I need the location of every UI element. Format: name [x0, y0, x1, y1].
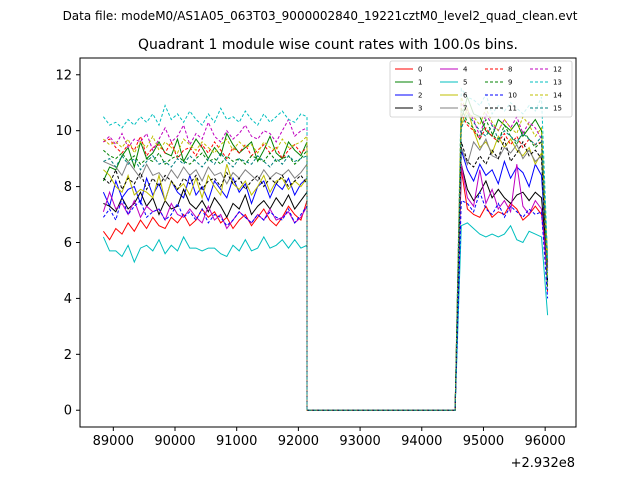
x-tick-label: 92000 [278, 434, 319, 449]
legend-label-12: 12 [553, 66, 562, 74]
x-tick-label: 89000 [93, 434, 134, 449]
axes: 89000 90000 91000 92000 93000 94000 95000 96000… [55, 68, 565, 449]
legend-label-7: 7 [463, 105, 467, 113]
series-line-11 [103, 137, 549, 411]
legend-label-8: 8 [508, 66, 512, 74]
y-tick-label: 4 [64, 292, 72, 307]
legend-label-4: 4 [463, 66, 468, 74]
series-line-9 [103, 108, 549, 411]
legend-box [389, 60, 573, 118]
y-tick-label: 6 [64, 236, 72, 251]
legend-label-6: 6 [463, 92, 468, 100]
x-tick-label: 94000 [401, 434, 442, 449]
series-line-3 [103, 164, 549, 411]
legend-label-0: 0 [418, 66, 422, 74]
series-line-5 [102, 222, 549, 411]
y-tick-label: 10 [55, 124, 72, 139]
legend-label-1: 1 [418, 79, 422, 87]
series-line-12 [103, 101, 549, 411]
x-tick-label: 90000 [154, 434, 195, 449]
legend-label-9: 9 [508, 79, 512, 87]
series-line-7 [103, 137, 549, 411]
chart-title: Quadrant 1 module wise count rates with … [138, 37, 518, 53]
legend-label-13: 13 [553, 79, 562, 87]
y-tick-label: 0 [64, 404, 72, 419]
series-line-15 [103, 112, 549, 411]
figure-suptitle: Data file: modeM0/AS1A05_063T03_90000028… [63, 9, 578, 23]
y-tick-label: 12 [55, 68, 72, 83]
x-tick-label: 95000 [463, 434, 504, 449]
legend-label-10: 10 [508, 92, 517, 100]
y-tick-label: 2 [64, 348, 72, 363]
series-line-8 [103, 112, 549, 411]
legend-label-14: 14 [553, 92, 562, 100]
series-line-14 [103, 96, 549, 411]
series-line-10 [102, 190, 549, 411]
series-line-2 [102, 150, 549, 411]
series-line-0 [102, 169, 549, 411]
x-offset-label: +2.932e8 [511, 456, 575, 471]
legend-label-5: 5 [463, 79, 467, 87]
x-tick-label: 96000 [524, 434, 565, 449]
legend-label-3: 3 [418, 105, 422, 113]
y-tick-label: 8 [64, 180, 72, 195]
legend-label-11: 11 [508, 105, 517, 113]
legend-label-15: 15 [553, 105, 562, 113]
series-line-6 [103, 106, 549, 411]
x-tick-label: 91000 [216, 434, 257, 449]
x-tick-label: 93000 [339, 434, 380, 449]
legend-label-2: 2 [418, 92, 422, 100]
